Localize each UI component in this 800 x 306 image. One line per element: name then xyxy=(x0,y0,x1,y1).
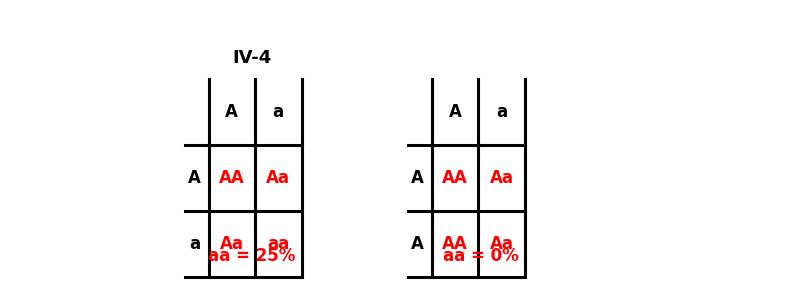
Text: A: A xyxy=(449,103,462,121)
Text: Aa: Aa xyxy=(490,169,514,187)
Text: AA: AA xyxy=(442,169,468,187)
Text: A: A xyxy=(226,103,238,121)
Text: IV-4: IV-4 xyxy=(232,48,271,66)
Text: aa = 0%: aa = 0% xyxy=(443,247,519,265)
Text: A: A xyxy=(411,169,424,187)
Text: a: a xyxy=(189,235,200,253)
Text: a: a xyxy=(273,103,284,121)
Text: AA: AA xyxy=(442,235,468,253)
Text: A: A xyxy=(188,169,201,187)
Text: Aa: Aa xyxy=(266,169,290,187)
Text: AA: AA xyxy=(219,169,245,187)
Text: Aa: Aa xyxy=(490,235,514,253)
Text: A: A xyxy=(411,235,424,253)
Text: a: a xyxy=(496,103,507,121)
Text: aa = 25%: aa = 25% xyxy=(208,247,295,265)
Text: Aa: Aa xyxy=(220,235,244,253)
Text: aa: aa xyxy=(267,235,290,253)
